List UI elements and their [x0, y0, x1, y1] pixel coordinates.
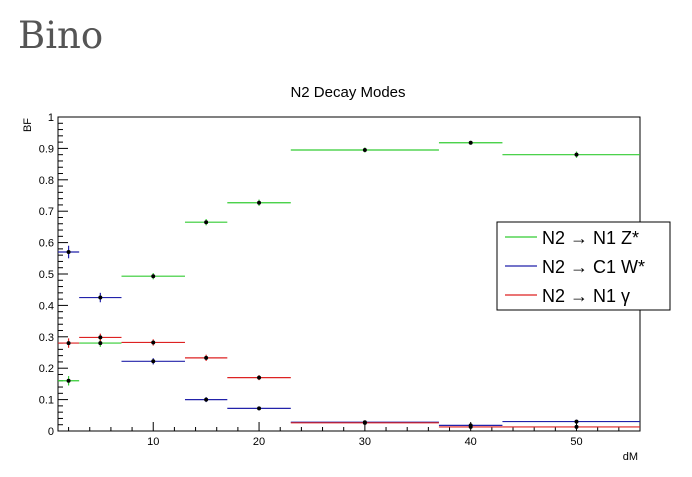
- data-point: [66, 341, 71, 346]
- y-axis-label: BF: [22, 118, 34, 132]
- y-tick-label: 0.3: [39, 332, 54, 344]
- chart-title: N2 Decay Modes: [290, 84, 405, 101]
- legend-entry-1: N2 → N1 Z*: [505, 228, 639, 248]
- series-3: [58, 333, 640, 428]
- data-point: [468, 424, 473, 429]
- legend-label: N2 → C1 W*: [542, 257, 645, 277]
- series-1-points: [66, 140, 579, 383]
- x-tick-label: 20: [253, 436, 265, 448]
- data-point: [257, 406, 262, 411]
- legend-entry-2: N2 → C1 W*: [505, 257, 645, 277]
- data-point: [151, 274, 156, 279]
- y-tick-label: 0.5: [39, 269, 54, 281]
- legend-entry-3: N2 → N1 γ: [505, 286, 630, 306]
- y-tick-label: 0.1: [39, 395, 54, 407]
- data-point: [151, 359, 156, 364]
- data-point: [362, 420, 367, 425]
- x-tick-label: 30: [359, 436, 371, 448]
- page-heading: Bino: [18, 14, 104, 57]
- data-point: [574, 419, 579, 424]
- data-point: [98, 341, 103, 346]
- data-point: [98, 295, 103, 300]
- y-tick-label: 0.9: [39, 143, 54, 155]
- y-tick-label: 0: [48, 426, 54, 438]
- data-point: [204, 355, 209, 360]
- data-point: [468, 140, 473, 145]
- data-point: [204, 397, 209, 402]
- x-tick-label: 50: [570, 436, 582, 448]
- data-point: [574, 152, 579, 157]
- data-point: [151, 340, 156, 345]
- legend-label: N2 → N1 γ: [542, 286, 630, 306]
- x-tick-label: 10: [147, 436, 159, 448]
- data-point: [66, 378, 71, 383]
- y-tick-label: 0.8: [39, 175, 54, 187]
- data-point: [98, 335, 103, 340]
- y-tick-label: 0.7: [39, 206, 54, 218]
- legend-label: N2 → N1 Z*: [542, 228, 639, 248]
- data-point: [257, 200, 262, 205]
- y-tick-label: 0.2: [39, 363, 54, 375]
- x-tick-label: 40: [465, 436, 477, 448]
- y-tick-label: 0.4: [39, 300, 54, 312]
- data-point: [66, 250, 71, 255]
- data-point: [362, 147, 367, 152]
- data-point: [257, 375, 262, 380]
- series-3-points: [66, 335, 579, 429]
- x-axis-label: dM: [623, 451, 638, 463]
- data-marks: [58, 140, 640, 429]
- y-tick-label: 0.6: [39, 238, 54, 250]
- data-point: [204, 220, 209, 225]
- y-tick-label: 1: [48, 112, 54, 124]
- legend: N2 → N1 Z* N2 → C1 W* N2 → N1 γ: [496, 221, 671, 311]
- data-point: [574, 424, 579, 429]
